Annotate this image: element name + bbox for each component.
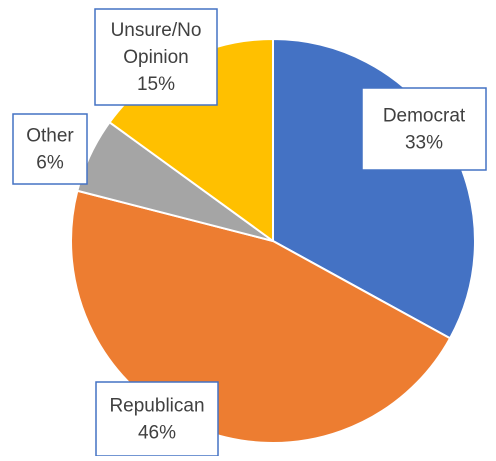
data-label-percent-other: 6% bbox=[36, 153, 64, 174]
data-label-name-democrat: Democrat bbox=[383, 106, 466, 127]
data-label-text-democrat: Democrat 33% bbox=[383, 106, 466, 154]
data-label-box-unsure-no-opinion bbox=[94, 8, 218, 106]
data-label-box-republican bbox=[95, 381, 219, 457]
data-label-unsure-no-opinion: Unsure/No Opinion 15% bbox=[94, 8, 218, 106]
data-label-percent-republican: 46% bbox=[138, 423, 176, 444]
data-label-percent-democrat: 33% bbox=[405, 133, 443, 154]
data-label-name-unsure-no-opinion: Unsure/No bbox=[111, 20, 202, 41]
data-label-name-other: Other bbox=[26, 126, 74, 147]
data-label-box-other bbox=[12, 113, 88, 185]
data-label-name-republican: Republican bbox=[109, 396, 204, 417]
data-label-text-unsure-no-opinion: Unsure/No Opinion 15% bbox=[111, 20, 202, 95]
pie-data-labels: Democrat 33% Republican 46% Other 6% Unsure/No… bbox=[12, 8, 487, 457]
data-label-text-republican: Republican 46% bbox=[109, 396, 204, 444]
data-label-democrat: Democrat 33% bbox=[361, 87, 487, 171]
data-label-other: Other 6% bbox=[12, 113, 88, 185]
data-label-name-unsure-no-opinion: Opinion bbox=[123, 47, 189, 68]
data-label-box-democrat bbox=[361, 87, 487, 171]
data-label-text-other: Other 6% bbox=[26, 126, 74, 174]
data-label-republican: Republican 46% bbox=[95, 381, 219, 457]
data-label-percent-unsure-no-opinion: 15% bbox=[137, 74, 175, 95]
